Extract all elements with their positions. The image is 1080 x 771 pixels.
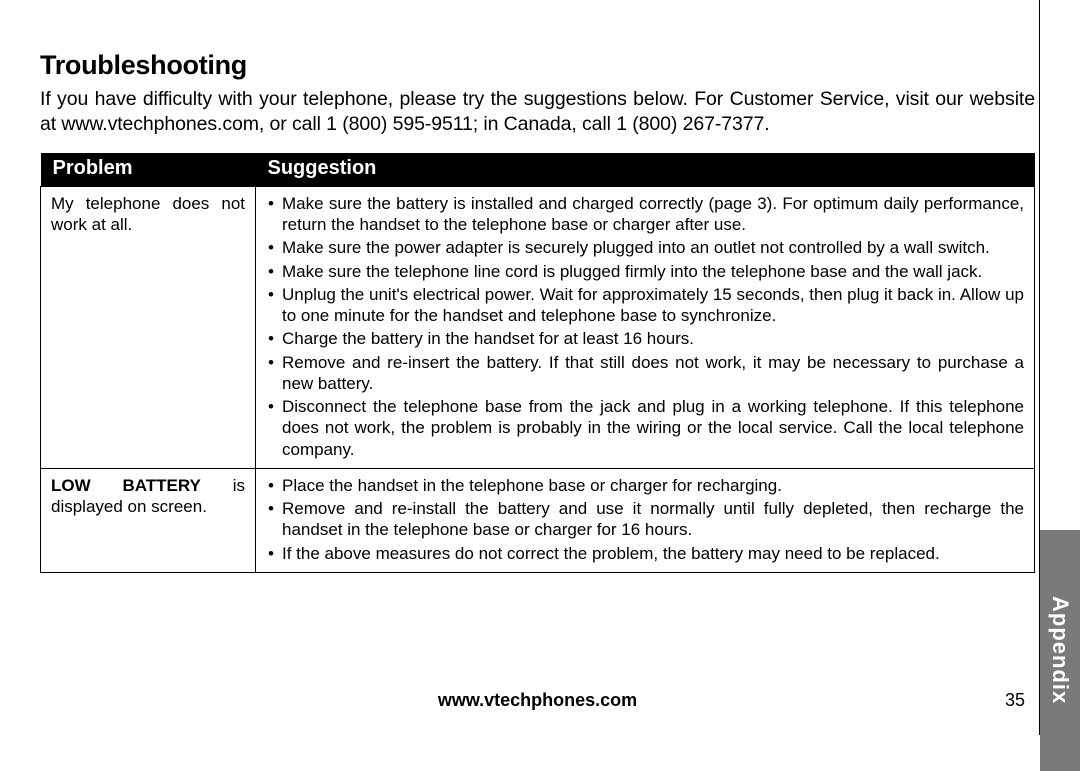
footer-url: www.vtechphones.com <box>40 690 1035 711</box>
list-item: Make sure the telephone line cord is plu… <box>266 261 1024 282</box>
list-item: Place the handset in the telephone base … <box>266 475 1024 496</box>
table-header-row: Problem Suggestion <box>41 153 1035 187</box>
header-problem: Problem <box>41 153 256 187</box>
list-item: If the above measures do not correct the… <box>266 543 1024 564</box>
table-row: My telephone does not work at all. Make … <box>41 186 1035 468</box>
list-item: Unplug the unit's electrical power. Wait… <box>266 284 1024 327</box>
intro-text: If you have difficulty with your telepho… <box>40 87 1035 137</box>
problem-cell: LOW BATTERY is displayed on screen. <box>41 468 256 572</box>
suggestion-list: Make sure the battery is installed and c… <box>266 193 1024 460</box>
appendix-tab-label: Appendix <box>1047 596 1073 704</box>
problem-cell: My telephone does not work at all. <box>41 186 256 468</box>
page-title: Troubleshooting <box>40 50 1035 81</box>
list-item: Remove and re-insert the battery. If tha… <box>266 352 1024 395</box>
suggestion-cell: Make sure the battery is installed and c… <box>256 186 1035 468</box>
list-item: Make sure the battery is installed and c… <box>266 193 1024 236</box>
problem-text: My telephone does not work at all. <box>51 194 245 234</box>
page-number: 35 <box>1005 690 1025 711</box>
problem-bold-text: LOW BATTERY <box>51 476 201 495</box>
appendix-tab: Appendix <box>1040 530 1080 771</box>
troubleshooting-table: Problem Suggestion My telephone does not… <box>40 153 1035 573</box>
list-item: Charge the battery in the handset for at… <box>266 328 1024 349</box>
list-item: Disconnect the telephone base from the j… <box>266 396 1024 460</box>
list-item: Make sure the power adapter is securely … <box>266 237 1024 258</box>
suggestion-cell: Place the handset in the telephone base … <box>256 468 1035 572</box>
suggestion-list: Place the handset in the telephone base … <box>266 475 1024 564</box>
list-item: Remove and re-install the battery and us… <box>266 498 1024 541</box>
table-row: LOW BATTERY is displayed on screen. Plac… <box>41 468 1035 572</box>
page-content: Troubleshooting If you have difficulty w… <box>40 50 1035 573</box>
header-suggestion: Suggestion <box>256 153 1035 187</box>
